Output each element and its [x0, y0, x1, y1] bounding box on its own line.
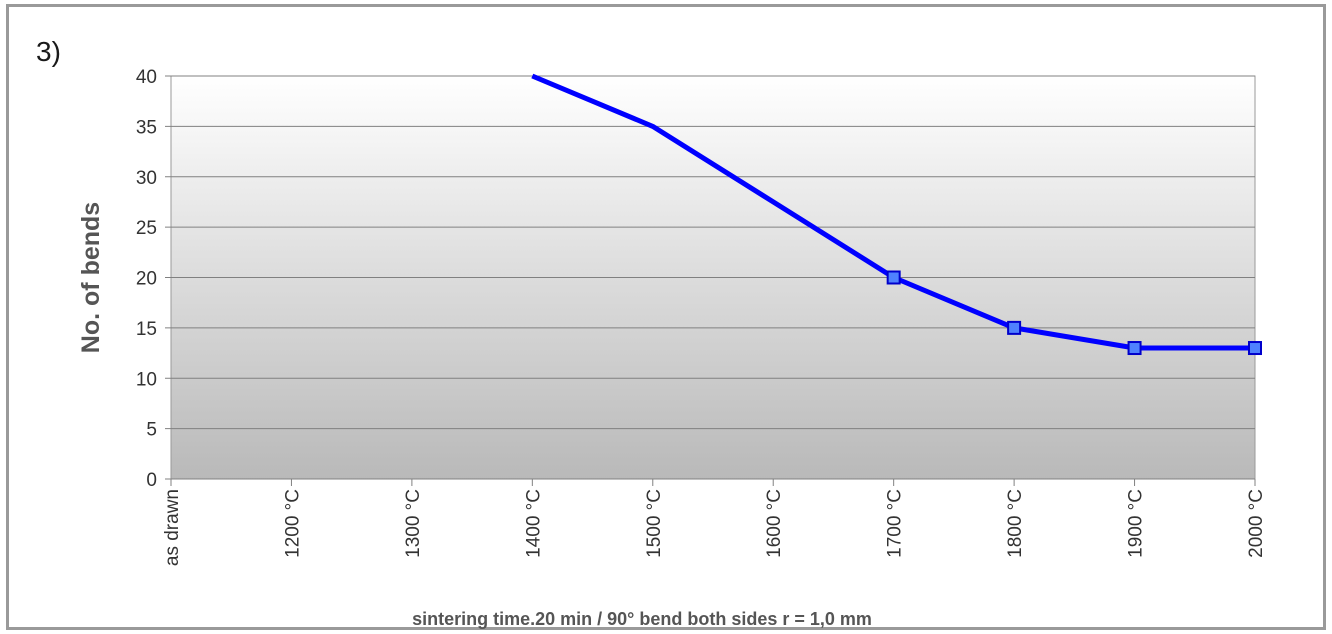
data-point-marker — [1127, 341, 1142, 356]
x-tick-label: 1200 °C — [282, 489, 303, 558]
x-tick-label: 1300 °C — [403, 489, 424, 558]
data-point-marker — [1007, 320, 1022, 335]
data-point-marker — [1248, 341, 1262, 356]
y-tick-label: 10 — [136, 369, 157, 390]
y-axis-ticks: 0 5 10 15 20 25 30 35 40 — [136, 67, 171, 491]
y-tick-label: 30 — [136, 168, 157, 189]
y-tick-label: 20 — [136, 269, 157, 290]
x-tick-label: 1700 °C — [885, 489, 906, 558]
series-group — [531, 73, 1262, 356]
y-tick-label: 0 — [146, 470, 157, 491]
x-axis-title: sintering time.20 min / 90° bend both si… — [412, 609, 872, 629]
y-tick-label: 35 — [136, 117, 157, 138]
x-tick-label: 2000 °C — [1246, 489, 1267, 558]
y-tick-label: 25 — [136, 218, 157, 239]
x-tick-label: 1500 °C — [644, 489, 665, 558]
x-tick-label: 1900 °C — [1126, 489, 1147, 558]
y-tick-label: 40 — [136, 67, 157, 88]
x-tick-label: 1400 °C — [523, 489, 544, 558]
y-tick-label: 15 — [136, 319, 157, 340]
x-tick-label: 1800 °C — [1005, 489, 1026, 558]
x-axis-ticks: as drawn 1200 °C 1300 °C 1400 °C 1500 °C 1600… — [162, 478, 1267, 566]
y-tick-label: 5 — [146, 420, 157, 441]
x-tick-label: as drawn — [162, 489, 183, 566]
gridlines — [171, 75, 1255, 430]
x-tick-label: 1600 °C — [764, 489, 785, 558]
data-point-marker — [886, 270, 901, 285]
y-axis-title: No. of bends — [77, 202, 105, 353]
panel-label: 3) — [36, 36, 61, 67]
